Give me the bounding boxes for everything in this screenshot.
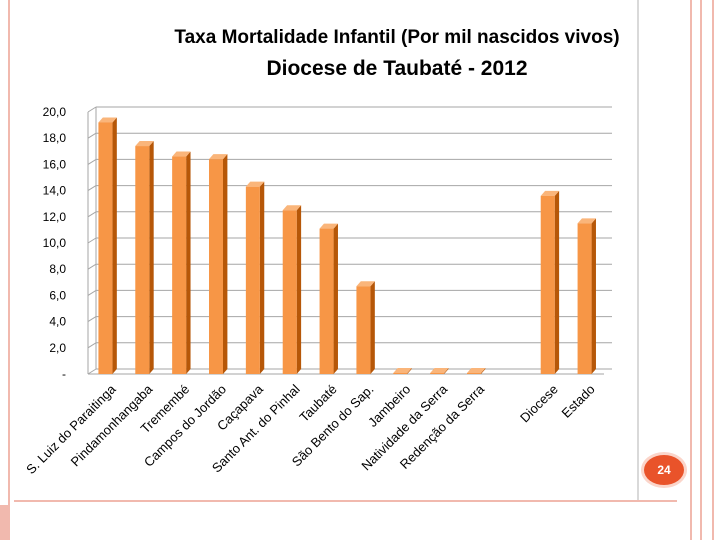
gridline-depth: [87, 237, 97, 244]
gridline-depth: [87, 289, 97, 296]
y-tick-label: 10,0: [43, 236, 67, 250]
bar-side: [149, 141, 154, 374]
bar-front: [540, 195, 555, 374]
bar-front: [172, 156, 187, 374]
gridline-depth: [87, 211, 97, 218]
bar-side: [591, 218, 596, 374]
decorative-vertical-line: [690, 0, 692, 540]
bar-side: [481, 368, 486, 374]
bar-front: [245, 186, 260, 374]
decorative-vertical-line: [8, 0, 10, 540]
gridline-depth: [87, 263, 97, 270]
bar-side: [554, 190, 560, 374]
chart-subtitle: Diocese de Taubaté - 2012: [266, 57, 527, 80]
y-tick-label: 8,0: [49, 262, 66, 276]
bar-top: [282, 205, 302, 211]
bar-top: [540, 190, 560, 196]
y-tick-label: 14,0: [43, 184, 67, 198]
bar: [209, 154, 228, 374]
bar-top: [467, 368, 486, 373]
y-tick-label: 4,0: [49, 315, 66, 329]
gridlines: [87, 106, 612, 375]
bar: [319, 223, 338, 374]
bar-top: [319, 223, 338, 229]
bar-top: [98, 117, 117, 123]
bar-front: [135, 146, 150, 374]
x-tick-label: Estado: [558, 382, 597, 421]
bar-front: [282, 210, 297, 374]
y-tick-label: 20,0: [43, 105, 67, 119]
bar: [282, 205, 302, 374]
chart-title: Taxa Mortalidade Infantil (Por mil nasci…: [174, 27, 619, 48]
decorative-vertical-line: [712, 0, 714, 540]
x-axis-labels: S. Luiz do ParaitingaPindamonhangabaTrem…: [23, 381, 598, 477]
bar-top: [209, 154, 228, 160]
bar-top: [172, 151, 191, 157]
bar-front: [319, 228, 334, 374]
decorative-vertical-line: [700, 0, 702, 540]
bar-front: [430, 373, 445, 374]
decorative-left-bar: [0, 505, 8, 540]
gridline-depth: [87, 368, 97, 375]
bar-front: [467, 373, 481, 374]
bar-front: [393, 373, 408, 374]
bar: [540, 190, 560, 374]
gridline-depth: [87, 342, 97, 349]
bar: [172, 151, 191, 374]
bar-top: [577, 218, 596, 224]
bar: [467, 368, 486, 374]
bar-front: [577, 223, 592, 374]
decorative-horizontal-line: [14, 500, 677, 502]
bars: [98, 117, 596, 374]
bar: [356, 281, 375, 374]
bar-side: [370, 281, 375, 374]
y-tick-label: 16,0: [43, 157, 67, 171]
y-tick-label: 18,0: [43, 131, 67, 145]
bar: [135, 141, 154, 374]
bar-side: [112, 117, 117, 374]
bar-top: [430, 368, 449, 373]
bar-front: [209, 159, 223, 374]
bar: [245, 181, 265, 374]
y-tick-label: 12,0: [43, 210, 67, 224]
y-tick-label: -: [62, 367, 66, 381]
bar-top: [356, 281, 375, 287]
page-number-badge: 24: [644, 455, 684, 485]
bar-side: [333, 223, 338, 374]
bar: [577, 218, 596, 374]
bar-front: [98, 122, 113, 374]
gridline-depth: [87, 158, 97, 165]
gridline-depth: [87, 316, 97, 323]
gridline-depth: [87, 106, 97, 113]
bar: [98, 117, 117, 374]
bar-side: [223, 154, 228, 374]
gridline-depth: [87, 132, 97, 139]
bar-side: [444, 368, 449, 374]
y-axis-ticks: - 2,0 4,0 6,0 8,0 10,0 12,0 14,0 16,0 18,0 20,0: [43, 105, 67, 381]
y-tick-label: 2,0: [49, 341, 66, 355]
bar: [393, 368, 412, 374]
gridline-depth: [87, 185, 97, 192]
bar-side: [407, 368, 412, 374]
bar-front: [356, 286, 371, 374]
bar-top: [393, 368, 412, 373]
bar-top: [245, 181, 265, 187]
bar: [430, 368, 449, 374]
x-tick-label: Diocese: [517, 382, 561, 426]
y-tick-label: 6,0: [49, 288, 66, 302]
bar-top: [135, 141, 154, 147]
bar-side: [186, 151, 191, 374]
bar-side: [296, 205, 302, 374]
bar-side: [259, 181, 265, 374]
